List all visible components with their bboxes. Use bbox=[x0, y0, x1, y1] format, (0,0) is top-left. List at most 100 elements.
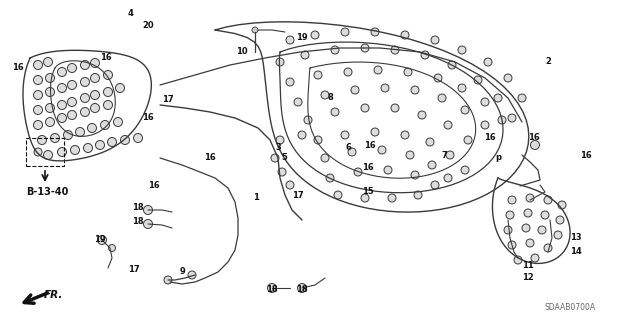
Text: B-13-40: B-13-40 bbox=[26, 187, 68, 197]
Text: 16: 16 bbox=[142, 114, 154, 122]
Circle shape bbox=[444, 174, 452, 182]
Circle shape bbox=[474, 76, 482, 84]
Circle shape bbox=[104, 87, 113, 97]
Circle shape bbox=[38, 136, 47, 145]
Text: 16: 16 bbox=[362, 164, 374, 173]
Text: 12: 12 bbox=[522, 273, 534, 283]
Circle shape bbox=[411, 86, 419, 94]
Circle shape bbox=[531, 254, 539, 262]
Circle shape bbox=[508, 114, 516, 122]
Circle shape bbox=[391, 46, 399, 54]
Circle shape bbox=[458, 84, 466, 92]
Circle shape bbox=[361, 194, 369, 202]
Circle shape bbox=[44, 57, 52, 66]
Circle shape bbox=[108, 137, 116, 146]
Circle shape bbox=[391, 104, 399, 112]
Circle shape bbox=[276, 58, 284, 66]
Circle shape bbox=[401, 31, 409, 39]
Circle shape bbox=[374, 66, 382, 74]
Circle shape bbox=[331, 108, 339, 116]
Circle shape bbox=[76, 128, 84, 137]
Circle shape bbox=[461, 106, 469, 114]
Text: FR.: FR. bbox=[44, 290, 63, 300]
Text: 1: 1 bbox=[253, 194, 259, 203]
Circle shape bbox=[33, 121, 42, 130]
Text: 19: 19 bbox=[94, 235, 106, 244]
Circle shape bbox=[431, 36, 439, 44]
Circle shape bbox=[378, 146, 386, 154]
Text: 13: 13 bbox=[570, 234, 582, 242]
Circle shape bbox=[458, 46, 466, 54]
Circle shape bbox=[81, 78, 90, 86]
Circle shape bbox=[381, 84, 389, 92]
Circle shape bbox=[508, 196, 516, 204]
Text: 11: 11 bbox=[522, 261, 534, 270]
Circle shape bbox=[414, 191, 422, 199]
Text: 19: 19 bbox=[296, 33, 308, 42]
Circle shape bbox=[100, 121, 109, 130]
Circle shape bbox=[544, 244, 552, 252]
Circle shape bbox=[331, 46, 339, 54]
Circle shape bbox=[428, 161, 436, 169]
Circle shape bbox=[411, 171, 419, 179]
Circle shape bbox=[90, 103, 99, 113]
Circle shape bbox=[278, 168, 286, 176]
Text: 16: 16 bbox=[364, 140, 376, 150]
Circle shape bbox=[354, 168, 362, 176]
Circle shape bbox=[67, 63, 77, 72]
Circle shape bbox=[90, 73, 99, 83]
Circle shape bbox=[109, 244, 115, 251]
Text: 17: 17 bbox=[162, 95, 174, 105]
Circle shape bbox=[252, 27, 258, 33]
Text: 16: 16 bbox=[148, 181, 160, 189]
Circle shape bbox=[446, 151, 454, 159]
Circle shape bbox=[298, 131, 306, 139]
Text: 16: 16 bbox=[484, 133, 496, 143]
Circle shape bbox=[444, 121, 452, 129]
Circle shape bbox=[134, 133, 143, 143]
Circle shape bbox=[341, 131, 349, 139]
Circle shape bbox=[361, 44, 369, 52]
Text: 5: 5 bbox=[281, 153, 287, 162]
Circle shape bbox=[401, 131, 409, 139]
Circle shape bbox=[526, 194, 534, 202]
Circle shape bbox=[81, 108, 90, 116]
Text: 18: 18 bbox=[132, 218, 144, 226]
Text: 2: 2 bbox=[545, 57, 551, 66]
Circle shape bbox=[286, 181, 294, 189]
Circle shape bbox=[431, 181, 439, 189]
Circle shape bbox=[104, 70, 113, 79]
Circle shape bbox=[464, 136, 472, 144]
Circle shape bbox=[298, 284, 307, 293]
Circle shape bbox=[438, 94, 446, 102]
Text: 17: 17 bbox=[128, 265, 140, 275]
Circle shape bbox=[58, 147, 67, 157]
Circle shape bbox=[524, 209, 532, 217]
Circle shape bbox=[481, 98, 489, 106]
Circle shape bbox=[426, 138, 434, 146]
Text: 20: 20 bbox=[142, 21, 154, 31]
Text: 17: 17 bbox=[292, 190, 304, 199]
Circle shape bbox=[44, 151, 52, 160]
Circle shape bbox=[115, 84, 125, 93]
Circle shape bbox=[321, 154, 329, 162]
Circle shape bbox=[51, 133, 60, 143]
Circle shape bbox=[301, 51, 309, 59]
Circle shape bbox=[45, 117, 54, 127]
Circle shape bbox=[58, 100, 67, 109]
Circle shape bbox=[544, 196, 552, 204]
Circle shape bbox=[63, 130, 72, 139]
Circle shape bbox=[90, 58, 99, 68]
Circle shape bbox=[344, 68, 352, 76]
Text: 16: 16 bbox=[100, 54, 112, 63]
Circle shape bbox=[276, 136, 284, 144]
Circle shape bbox=[164, 276, 172, 284]
Circle shape bbox=[70, 145, 79, 154]
Circle shape bbox=[334, 191, 342, 199]
Circle shape bbox=[388, 194, 396, 202]
Circle shape bbox=[484, 58, 492, 66]
Text: SDAAB0700A: SDAAB0700A bbox=[545, 303, 596, 313]
Circle shape bbox=[518, 94, 526, 102]
Text: 16: 16 bbox=[528, 133, 540, 143]
Circle shape bbox=[271, 154, 279, 162]
